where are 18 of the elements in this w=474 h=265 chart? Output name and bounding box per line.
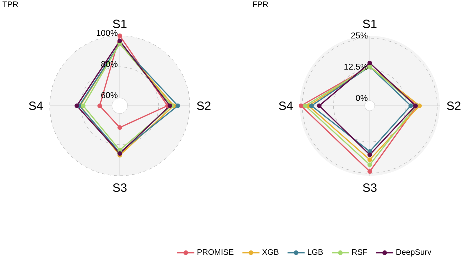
legend-label: LGB [308,249,324,256]
spoke-label: S3 [113,184,127,192]
spoke-label: S4 [279,102,293,110]
spoke-label: S2 [447,102,461,110]
chart-title: FPR [253,2,268,8]
chart-title: TPR [2,2,18,8]
y-tick-label: 100% [97,30,118,36]
y-tick-label: 25% [352,32,368,39]
legend-label: RSF [352,249,368,256]
spoke-label: S1 [113,20,127,28]
y-tick-label: 0% [356,95,368,102]
spoke-label: S1 [363,20,377,28]
legend-label: PROMISE [198,249,234,256]
legend-label: XGB [262,249,279,256]
spoke-label: S4 [29,102,43,110]
legend-label: DeepSurv [396,249,432,257]
spoke-label: S3 [363,184,377,192]
spoke-label: S2 [197,102,211,110]
